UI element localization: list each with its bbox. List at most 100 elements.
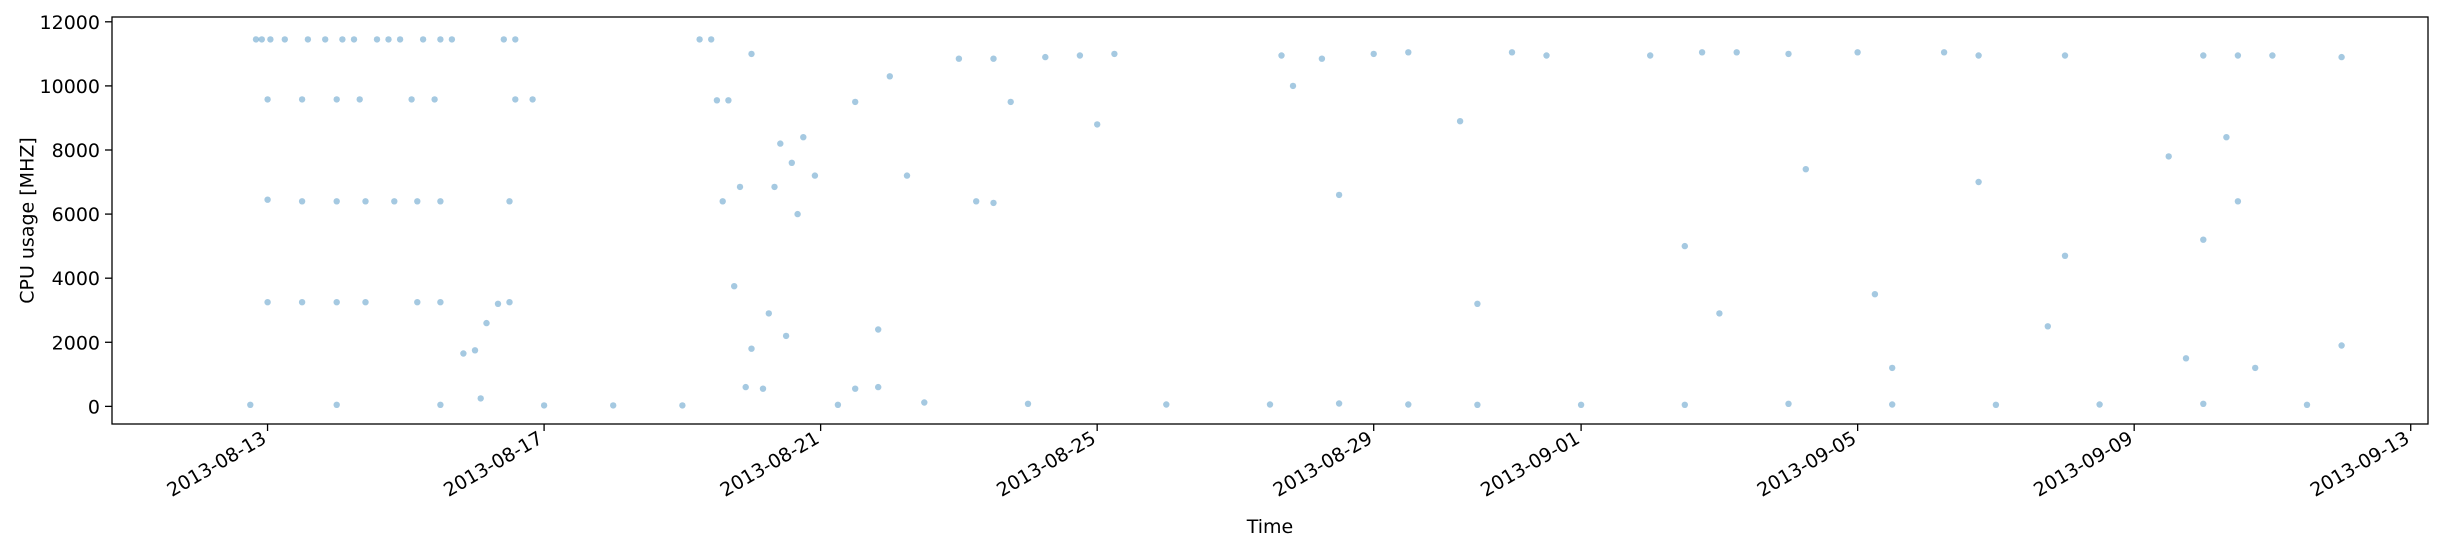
data-point <box>736 183 744 191</box>
data-point <box>333 401 340 408</box>
data-point <box>264 96 271 103</box>
data-point <box>955 55 963 62</box>
x-tick-label: 2013-09-01 <box>1477 427 1584 501</box>
data-point <box>414 198 421 205</box>
data-point <box>247 401 254 408</box>
data-point <box>1975 52 1982 59</box>
data-point <box>264 196 271 203</box>
data-point <box>2061 252 2069 259</box>
data-point <box>708 36 715 43</box>
data-point <box>1940 49 1948 56</box>
y-axis-label: CPU usage [MHZ] <box>17 137 39 304</box>
data-point <box>1405 401 1412 408</box>
data-point <box>719 198 726 205</box>
data-point <box>437 36 444 43</box>
data-point <box>2165 153 2172 160</box>
data-point <box>713 97 721 104</box>
data-point <box>408 96 415 103</box>
data-point <box>437 401 444 408</box>
data-point <box>2200 52 2207 59</box>
data-point <box>506 198 513 205</box>
x-tick-label: 2013-08-21 <box>716 427 823 501</box>
data-point <box>1889 401 1896 408</box>
data-point <box>1042 53 1049 61</box>
data-point <box>610 402 617 409</box>
data-point <box>1577 401 1585 408</box>
data-point <box>414 299 421 306</box>
data-point <box>794 210 801 218</box>
x-tick-label: 2013-09-13 <box>2307 427 2414 501</box>
data-point <box>748 50 755 58</box>
data-point <box>373 36 381 43</box>
data-point <box>460 350 467 357</box>
y-tick-label: 6000 <box>52 204 100 226</box>
data-point <box>333 299 340 306</box>
data-point <box>350 36 358 43</box>
data-point <box>512 96 519 103</box>
data-point <box>1785 50 1792 58</box>
data-point <box>1456 118 1464 125</box>
data-point <box>1871 291 1879 298</box>
data-point <box>540 402 548 409</box>
data-point <box>322 36 329 43</box>
data-point <box>419 36 427 43</box>
data-point <box>921 399 928 406</box>
data-point <box>1802 166 1810 173</box>
data-point <box>1318 55 1326 62</box>
data-point <box>1975 178 1982 186</box>
data-point <box>1007 98 1014 106</box>
data-point <box>2182 355 2190 362</box>
data-point <box>811 172 819 179</box>
data-point <box>396 36 404 43</box>
data-point <box>765 310 772 317</box>
data-point <box>298 299 306 306</box>
data-point <box>1289 82 1297 90</box>
data-point <box>2044 323 2051 330</box>
data-point <box>506 299 513 306</box>
data-point <box>731 283 738 290</box>
data-point <box>298 96 306 103</box>
data-point <box>483 319 490 327</box>
data-point <box>2252 364 2259 372</box>
x-tick-label: 2013-08-13 <box>163 427 270 501</box>
data-point <box>437 198 444 205</box>
data-point <box>512 36 519 43</box>
data-point <box>1647 52 1654 59</box>
data-point <box>990 55 997 62</box>
data-point <box>281 36 288 43</box>
data-point <box>2200 236 2207 243</box>
data-point <box>852 385 859 392</box>
data-point <box>2096 401 2103 408</box>
data-point <box>385 36 392 43</box>
data-point <box>477 395 484 402</box>
data-point <box>759 385 767 392</box>
data-point <box>679 402 686 409</box>
x-axis-label: Time <box>1246 516 1294 538</box>
data-point <box>333 198 340 205</box>
data-point <box>1716 310 1723 317</box>
data-point <box>696 36 703 43</box>
data-point <box>2061 52 2069 59</box>
data-point <box>777 140 784 147</box>
y-tick-label: 0 <box>88 396 100 418</box>
data-point <box>471 347 479 354</box>
data-point <box>800 134 807 141</box>
y-tick-label: 10000 <box>40 76 100 98</box>
x-tick-label: 2013-09-05 <box>1754 427 1861 501</box>
data-point <box>1111 50 1118 58</box>
plot-frame <box>111 16 2429 425</box>
data-point <box>903 172 911 179</box>
data-point <box>852 98 859 106</box>
data-point <box>2269 52 2276 59</box>
data-point <box>1163 401 1170 408</box>
data-point <box>1733 49 1740 56</box>
data-point <box>875 326 882 333</box>
data-point <box>1785 400 1792 407</box>
data-point <box>782 332 790 340</box>
data-point <box>267 36 274 43</box>
data-point <box>1543 52 1550 59</box>
data-point <box>264 299 271 306</box>
data-point <box>258 36 265 43</box>
data-point <box>1681 242 1689 250</box>
data-point <box>391 198 398 205</box>
